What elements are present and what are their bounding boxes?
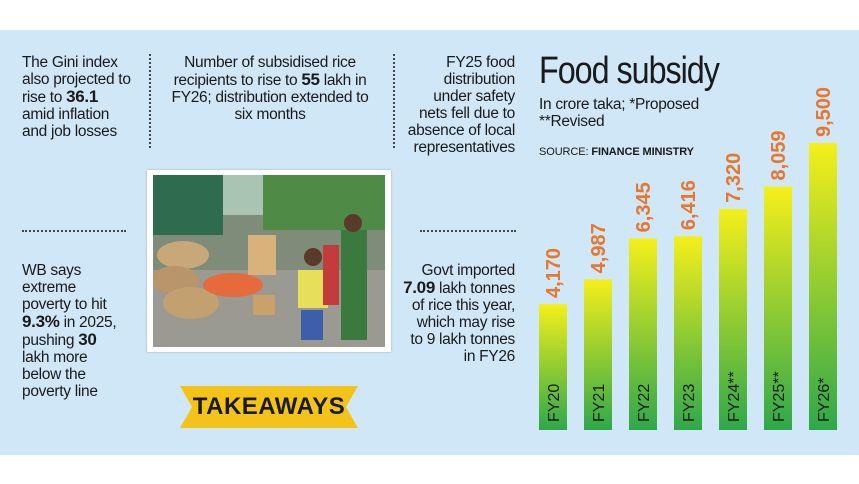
import-value: 7.09 xyxy=(403,278,435,297)
infographic-panel xyxy=(0,30,859,455)
category-label: FY21 xyxy=(591,384,608,422)
bar-fy23 xyxy=(674,236,702,430)
wb-poverty-note: WB says extreme poverty to hit 9.3% in 2… xyxy=(22,262,117,400)
recipients-value: 55 xyxy=(301,70,320,89)
gini-value: 36.1 xyxy=(66,87,99,106)
fy25-distribution-note: FY25 food distribution under safety nets… xyxy=(407,54,516,156)
bar-fy20 xyxy=(539,304,567,430)
chart-source: SOURCE: FINANCE MINISTRY xyxy=(539,146,694,158)
bar-fy22 xyxy=(629,238,657,430)
category-label: FY22 xyxy=(636,384,653,422)
rice-recipients-note: Number of subsidised rice recipients to … xyxy=(171,54,369,123)
takeaways-label: TAKEAWAYS xyxy=(192,393,346,420)
rice-import-note: Govt imported 7.09 lakh tonnes of rice t… xyxy=(403,262,515,365)
category-label: FY20 xyxy=(546,384,563,422)
bar-value-label: 4,170 xyxy=(543,248,565,298)
takeaways-banner: TAKEAWAYS xyxy=(180,386,358,428)
category-label: FY24** xyxy=(726,371,743,422)
chart-title: Food subsidy xyxy=(539,50,720,92)
bar-value-label: 7,320 xyxy=(723,153,745,203)
bar-value-label: 6,416 xyxy=(678,180,700,230)
category-label: FY26* xyxy=(816,378,833,422)
divider xyxy=(22,230,126,232)
bar-fy26 xyxy=(809,143,837,430)
bar-value-label: 9,500 xyxy=(813,87,835,137)
photo-image xyxy=(153,175,385,347)
bar-fy25 xyxy=(764,186,792,430)
category-label: FY25** xyxy=(771,371,788,422)
divider xyxy=(393,54,395,148)
divider xyxy=(420,230,516,232)
divider xyxy=(149,54,151,148)
photo-frame xyxy=(147,170,391,352)
chart-subtitle: In crore taka; *Proposed **Revised xyxy=(539,96,699,130)
poverty-rate-value: 9.3% xyxy=(22,312,60,331)
bar-value-label: 4,987 xyxy=(588,223,610,273)
bar-fy24 xyxy=(719,208,747,430)
poverty-count-value: 30 xyxy=(78,330,97,349)
bar-value-label: 6,345 xyxy=(633,182,655,232)
bar-fy21 xyxy=(584,279,612,430)
category-label: FY23 xyxy=(681,384,698,422)
gini-note: The Gini index also projected to rise to… xyxy=(22,54,131,140)
bar-value-label: 8,059 xyxy=(768,130,790,180)
